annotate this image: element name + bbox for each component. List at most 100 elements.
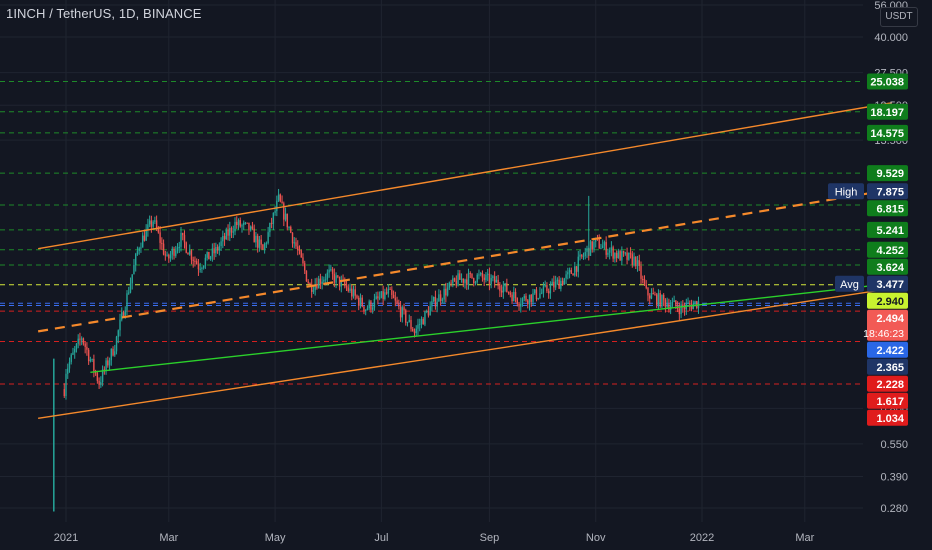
candle-body xyxy=(635,256,637,267)
candle-body xyxy=(481,273,484,278)
candle-body xyxy=(473,278,475,283)
candle-body xyxy=(87,349,90,362)
candle-body xyxy=(490,278,492,284)
candle-body xyxy=(241,225,243,227)
candle-body xyxy=(401,307,403,318)
price-tag-label: 2.940 xyxy=(876,296,904,308)
candle-body xyxy=(256,235,259,248)
candle-body xyxy=(290,227,292,233)
candle-body xyxy=(419,324,421,326)
candle-body xyxy=(262,244,264,250)
candle-body xyxy=(392,294,395,299)
candle-body xyxy=(556,279,559,282)
candle-body xyxy=(542,286,545,293)
candle-body xyxy=(305,270,308,282)
candle-body xyxy=(354,289,356,296)
candle-body xyxy=(365,309,367,311)
candle-body xyxy=(553,281,555,288)
candle-body xyxy=(366,308,369,310)
candle-body xyxy=(375,296,377,299)
candle-body xyxy=(612,247,614,259)
candle-body xyxy=(72,352,74,355)
time-axis[interactable]: 2021 Mar May Jul Sep Nov 2022 Mar xyxy=(54,532,815,544)
candle-body xyxy=(183,235,186,243)
candle-body xyxy=(283,203,285,220)
candle-body xyxy=(117,330,119,337)
candle-body xyxy=(652,292,654,295)
candle-body xyxy=(136,250,139,255)
symbol-title[interactable]: 1INCH / TetherUS, 1D, BINANCE xyxy=(6,6,202,21)
candle-body xyxy=(504,283,506,287)
candle-body xyxy=(326,272,329,280)
candle-body xyxy=(598,238,600,249)
candle-body xyxy=(389,288,391,290)
trend-line-channel-upper[interactable] xyxy=(38,102,893,250)
candle-body xyxy=(394,298,397,301)
candle-body xyxy=(626,252,628,260)
candle-body xyxy=(147,224,149,230)
candle-body xyxy=(689,303,691,305)
candle-body xyxy=(126,293,128,311)
candle-body xyxy=(232,231,234,233)
candle-body xyxy=(223,236,226,240)
candle-body xyxy=(284,213,287,220)
candle-body xyxy=(274,211,276,213)
candle-body xyxy=(91,358,93,360)
candle-body xyxy=(507,291,510,293)
price-tag-label: 25.038 xyxy=(870,76,904,88)
candle-body xyxy=(84,343,86,347)
candle-body xyxy=(345,285,348,288)
candle-body xyxy=(438,294,440,302)
candle-body xyxy=(603,242,606,246)
candle-body xyxy=(333,273,336,283)
candle-body xyxy=(307,281,309,284)
candle-body xyxy=(96,373,99,381)
candle-body xyxy=(476,274,478,283)
price-tag-bg xyxy=(867,73,908,90)
candle-body xyxy=(323,279,325,282)
candle-body xyxy=(645,284,647,288)
candle-body xyxy=(520,303,522,307)
price-tag-label: 3.624 xyxy=(876,262,904,274)
candle-body xyxy=(180,232,182,247)
candle-body xyxy=(403,307,405,311)
candle-body xyxy=(225,229,228,240)
candle-body xyxy=(319,278,322,284)
candle-body xyxy=(216,247,219,251)
candle-body xyxy=(406,322,409,324)
price-axis[interactable]: 56.00040.00027.50019.50013.5000.8000.550… xyxy=(874,0,908,515)
candle-body xyxy=(114,351,116,356)
price-axis-label: 40.000 xyxy=(874,32,908,44)
trend-line-channel-lower[interactable] xyxy=(38,287,893,420)
candle-body xyxy=(277,194,280,201)
candle-body xyxy=(358,297,360,306)
trend-line-support[interactable] xyxy=(90,283,884,373)
candle-body xyxy=(335,275,337,283)
trend-lines[interactable] xyxy=(37,102,893,420)
candle-body xyxy=(462,278,464,283)
currency-badge[interactable]: USDT xyxy=(880,7,918,27)
candle-body xyxy=(145,229,147,241)
candle-body xyxy=(189,250,191,255)
candle-body xyxy=(420,319,423,325)
candle-body xyxy=(352,289,355,297)
candle-body xyxy=(568,270,571,273)
candle-body xyxy=(600,248,602,250)
candle-body xyxy=(236,221,238,226)
candle-body xyxy=(359,297,362,306)
candle-body xyxy=(614,253,616,259)
candle-body xyxy=(622,251,625,253)
candle-body xyxy=(371,307,374,310)
candle-body xyxy=(486,273,489,275)
countdown-label: 18:46:23 xyxy=(863,328,904,340)
price-tag-label: 3.477 xyxy=(876,279,904,291)
candle-body xyxy=(100,382,102,385)
trend-line-channel-mid[interactable] xyxy=(37,189,884,333)
candle-body xyxy=(169,254,172,259)
price-tag-label: 2.422 xyxy=(876,345,904,357)
candle-body xyxy=(575,266,578,272)
candle-body xyxy=(427,310,430,316)
candle-body xyxy=(638,260,640,266)
candle-body xyxy=(293,242,295,244)
